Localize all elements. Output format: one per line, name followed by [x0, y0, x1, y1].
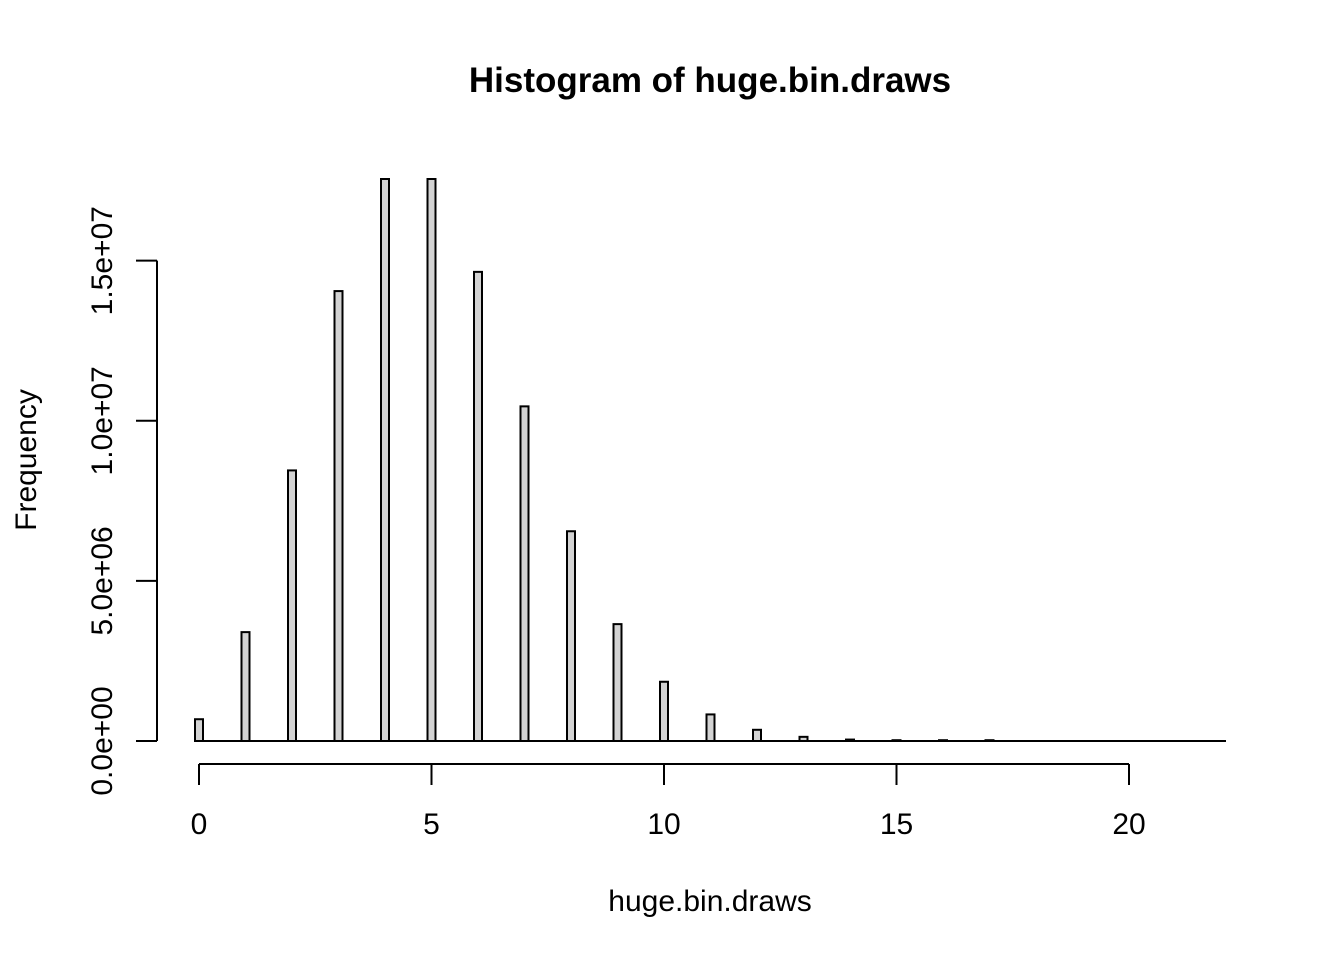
- y-axis-title: Frequency: [10, 389, 43, 531]
- x-tick-label-10: 10: [647, 808, 680, 841]
- x-tick-label-0: 0: [191, 808, 208, 841]
- histogram-bar-11: [705, 713, 716, 742]
- histogram-bar-9: [612, 623, 623, 742]
- chart-title: Histogram of huge.bin.draws: [469, 61, 951, 100]
- y-tick-label-3: 1.5e+07: [86, 206, 119, 315]
- histogram-bar-4: [380, 178, 390, 742]
- histogram-bar-0: [194, 718, 204, 742]
- y-tick-label-2: 1.0e+07: [86, 366, 119, 475]
- histogram-bar-8: [566, 530, 576, 742]
- histogram-bar-3: [333, 290, 344, 742]
- histogram-bar-7: [519, 405, 530, 742]
- bars-group: [194, 178, 995, 743]
- histogram-bar-1: [240, 631, 251, 742]
- histogram-bar-6: [473, 270, 483, 742]
- x-tick-label-5: 5: [423, 808, 440, 841]
- x-tick-label-15: 15: [880, 808, 913, 841]
- y-tick-label-0: 0.0e+00: [86, 686, 119, 795]
- histogram-bar-12: [752, 728, 762, 742]
- histogram-bar-10: [659, 680, 669, 743]
- histogram-bar-2: [287, 469, 297, 742]
- x-tick-label-20: 20: [1112, 808, 1145, 841]
- histogram-bar-5: [426, 178, 437, 742]
- x-axis-title: huge.bin.draws: [608, 885, 811, 918]
- x-axis: 0 5 10 15 20: [191, 763, 1146, 841]
- y-axis: 0.0e+00 5.0e+06 1.0e+07 1.5e+07: [86, 206, 158, 796]
- y-tick-label-1: 5.0e+06: [86, 526, 119, 635]
